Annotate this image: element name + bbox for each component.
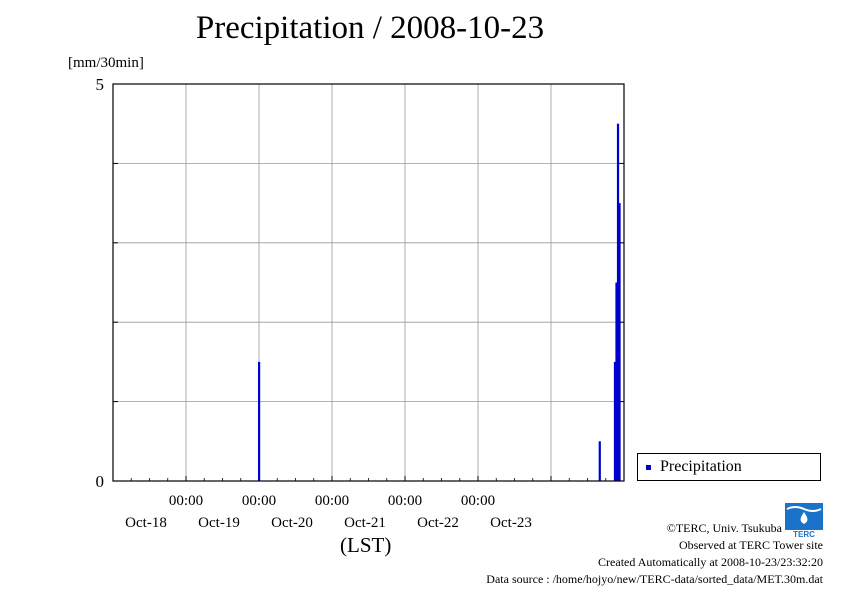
x-axis-label: (LST) [340, 533, 392, 557]
precipitation-bar [598, 441, 601, 481]
x-tick-label-date: Oct-19 [198, 515, 240, 531]
precipitation-bar [616, 123, 620, 481]
plot-frame [112, 83, 625, 482]
chart-title: Precipitation / 2008-10-23 [195, 10, 545, 46]
terc-logo-icon: TERC [785, 503, 823, 539]
logo-text: TERC [793, 530, 815, 539]
chart-legend: Precipitation [637, 453, 821, 481]
x-tick-label-time: 00:00 [461, 493, 495, 509]
legend-swatch [646, 464, 651, 470]
x-tick-label-time: 00:00 [169, 493, 203, 509]
precipitation-bar [258, 361, 261, 481]
y-axis-unit-label: [mm/30min] [68, 55, 144, 71]
x-tick-label-time: 00:00 [315, 493, 349, 509]
y-tick-label: 5 [96, 75, 105, 94]
x-tick-label-date: Oct-23 [490, 515, 532, 531]
precipitation-bar [618, 203, 621, 481]
logo-drop [800, 512, 808, 524]
precipitation-bar [615, 282, 618, 481]
legend-label: Precipitation [660, 458, 742, 475]
x-tick-label-date: Oct-22 [417, 515, 459, 531]
x-tick-label-date: Oct-21 [344, 515, 386, 531]
x-tick-label-date: Oct-20 [271, 515, 313, 531]
x-tick-label-time: 00:00 [388, 493, 422, 509]
copyright-text: ©TERC, Univ. Tsukuba [666, 521, 782, 535]
y-tick-label: 0 [96, 472, 105, 491]
x-tick-label-date: Oct-18 [125, 515, 167, 531]
observed-site-text: Observed at TERC Tower site [678, 538, 823, 552]
precipitation-bar [613, 361, 617, 481]
created-timestamp-text: Created Automatically at 2008-10-23/23:3… [598, 555, 823, 569]
data-source-text: Data source : /home/hojyo/new/TERC-data/… [486, 572, 823, 586]
x-tick-label-time: 00:00 [242, 493, 276, 509]
logo-wave [786, 506, 822, 512]
